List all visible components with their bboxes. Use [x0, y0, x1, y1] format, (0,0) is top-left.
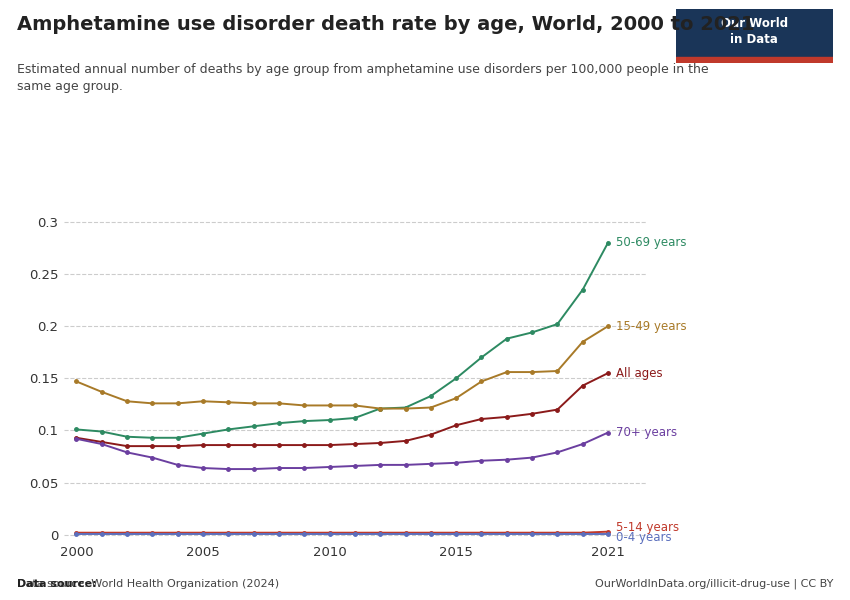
Text: Amphetamine use disorder death rate by age, World, 2000 to 2021: Amphetamine use disorder death rate by a…	[17, 15, 755, 34]
Text: Estimated annual number of deaths by age group from amphetamine use disorders pe: Estimated annual number of deaths by age…	[17, 63, 709, 93]
Text: Our World
in Data: Our World in Data	[721, 17, 788, 46]
Text: 70+ years: 70+ years	[615, 426, 677, 439]
Text: Data source:: Data source:	[17, 579, 97, 589]
Text: 15-49 years: 15-49 years	[615, 320, 686, 332]
Text: 0-4 years: 0-4 years	[615, 532, 672, 544]
Text: 5-14 years: 5-14 years	[615, 521, 679, 534]
Text: All ages: All ages	[615, 367, 662, 380]
Text: Data source: World Health Organization (2024): Data source: World Health Organization (…	[17, 579, 279, 589]
Bar	[676, 56, 833, 63]
Text: OurWorldInData.org/illicit-drug-use | CC BY: OurWorldInData.org/illicit-drug-use | CC…	[595, 578, 833, 589]
Text: 50-69 years: 50-69 years	[615, 236, 686, 249]
